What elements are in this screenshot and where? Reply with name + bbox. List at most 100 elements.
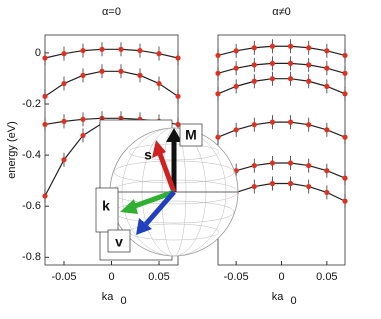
data-point	[215, 91, 221, 97]
data-point	[287, 76, 294, 82]
vector-label: M	[185, 127, 197, 143]
panel-title: α≠0	[272, 6, 291, 18]
data-point	[269, 60, 276, 66]
data-point	[137, 72, 143, 78]
data-point	[233, 65, 239, 71]
data-point	[251, 62, 257, 68]
x-tick-label: 0.05	[316, 271, 337, 283]
y-tick-label: -0.6	[22, 200, 41, 212]
data-point	[156, 51, 162, 57]
data-point	[269, 43, 276, 49]
data-point	[324, 83, 330, 89]
band-curve	[217, 78, 346, 95]
data-point	[61, 118, 67, 124]
vector-v	[144, 190, 176, 226]
data-point	[118, 68, 124, 74]
band-curve	[217, 121, 346, 138]
data-point	[137, 47, 143, 54]
arrowhead	[152, 140, 166, 158]
data-point	[156, 80, 162, 87]
vector-s	[157, 153, 177, 193]
data-point	[61, 157, 67, 163]
x-axis-label-sub: 0	[291, 295, 297, 307]
data-point	[269, 160, 276, 166]
data-point	[42, 193, 48, 199]
x-tick-label: -0.05	[51, 271, 76, 283]
data-point	[42, 121, 48, 128]
data-point	[306, 122, 312, 128]
vectors	[120, 128, 182, 235]
y-axis-label: energy (eV)	[6, 121, 18, 178]
data-point	[175, 55, 181, 61]
vector-label: v	[115, 234, 123, 250]
y-tick-label: -0.8	[22, 251, 41, 263]
data-point	[215, 70, 221, 76]
data-point	[233, 48, 239, 54]
x-axis-label-sub: 0	[121, 295, 127, 307]
data-point	[342, 91, 348, 97]
data-point	[306, 183, 312, 190]
vector-k	[131, 189, 175, 210]
data-point	[306, 162, 312, 169]
x-tick-label: 0	[108, 271, 114, 283]
data-point	[251, 78, 257, 84]
data-point	[324, 189, 330, 196]
inset: M s k v	[95, 119, 239, 261]
panels: α=0 0 -0.2 -0.4 -0.6 -0.8 -0.05 0 0.05 ka 0 α≠0 -0.0…	[22, 6, 348, 307]
arrowhead	[120, 199, 138, 214]
y-tick-label: -0.2	[22, 98, 41, 110]
data-point	[287, 43, 294, 49]
data-point	[80, 132, 86, 139]
data-point	[251, 183, 257, 190]
data-point	[269, 119, 276, 125]
data-point	[324, 48, 330, 54]
label-box	[179, 123, 203, 147]
data-point	[287, 119, 294, 125]
data-point	[118, 46, 124, 52]
x-axis-label: ka	[272, 291, 285, 303]
band-curve	[217, 182, 346, 202]
data-point	[342, 198, 348, 204]
data-point	[287, 180, 294, 187]
arrowhead	[136, 218, 152, 235]
data-point	[175, 93, 181, 99]
panel-title: α=0	[102, 6, 121, 18]
y-tick-label: -0.4	[22, 149, 41, 161]
data-point	[342, 175, 348, 181]
data-point	[251, 122, 257, 128]
data-point	[251, 162, 257, 169]
data-point	[215, 52, 221, 59]
band-curve	[217, 162, 346, 179]
x-tick-label: 0	[278, 271, 284, 283]
data-point	[306, 62, 312, 68]
data-point	[342, 70, 348, 76]
data-point	[233, 83, 239, 89]
data-point	[324, 127, 330, 133]
y-tick-label: 0	[35, 47, 41, 59]
data-point	[342, 52, 348, 59]
band-curve	[44, 70, 179, 97]
data-point	[80, 116, 86, 122]
data-point	[306, 78, 312, 84]
data-point	[251, 45, 257, 51]
data-point	[80, 72, 86, 78]
x-axis-label: ka	[102, 291, 115, 303]
data-point	[269, 180, 276, 187]
vector-label: k	[102, 198, 110, 214]
label-box	[95, 187, 119, 233]
data-point	[175, 121, 181, 128]
data-point	[61, 51, 67, 57]
data-point	[233, 127, 239, 133]
x-tick-label: 0.05	[148, 271, 169, 283]
data-point	[269, 76, 276, 82]
band-curve	[44, 48, 179, 59]
data-point	[99, 46, 105, 52]
data-point	[342, 134, 348, 140]
band-curve	[217, 45, 346, 57]
arrowhead	[166, 128, 182, 142]
data-point	[61, 80, 67, 87]
data-point	[324, 168, 330, 174]
data-point	[80, 47, 86, 54]
data-point	[324, 65, 330, 71]
